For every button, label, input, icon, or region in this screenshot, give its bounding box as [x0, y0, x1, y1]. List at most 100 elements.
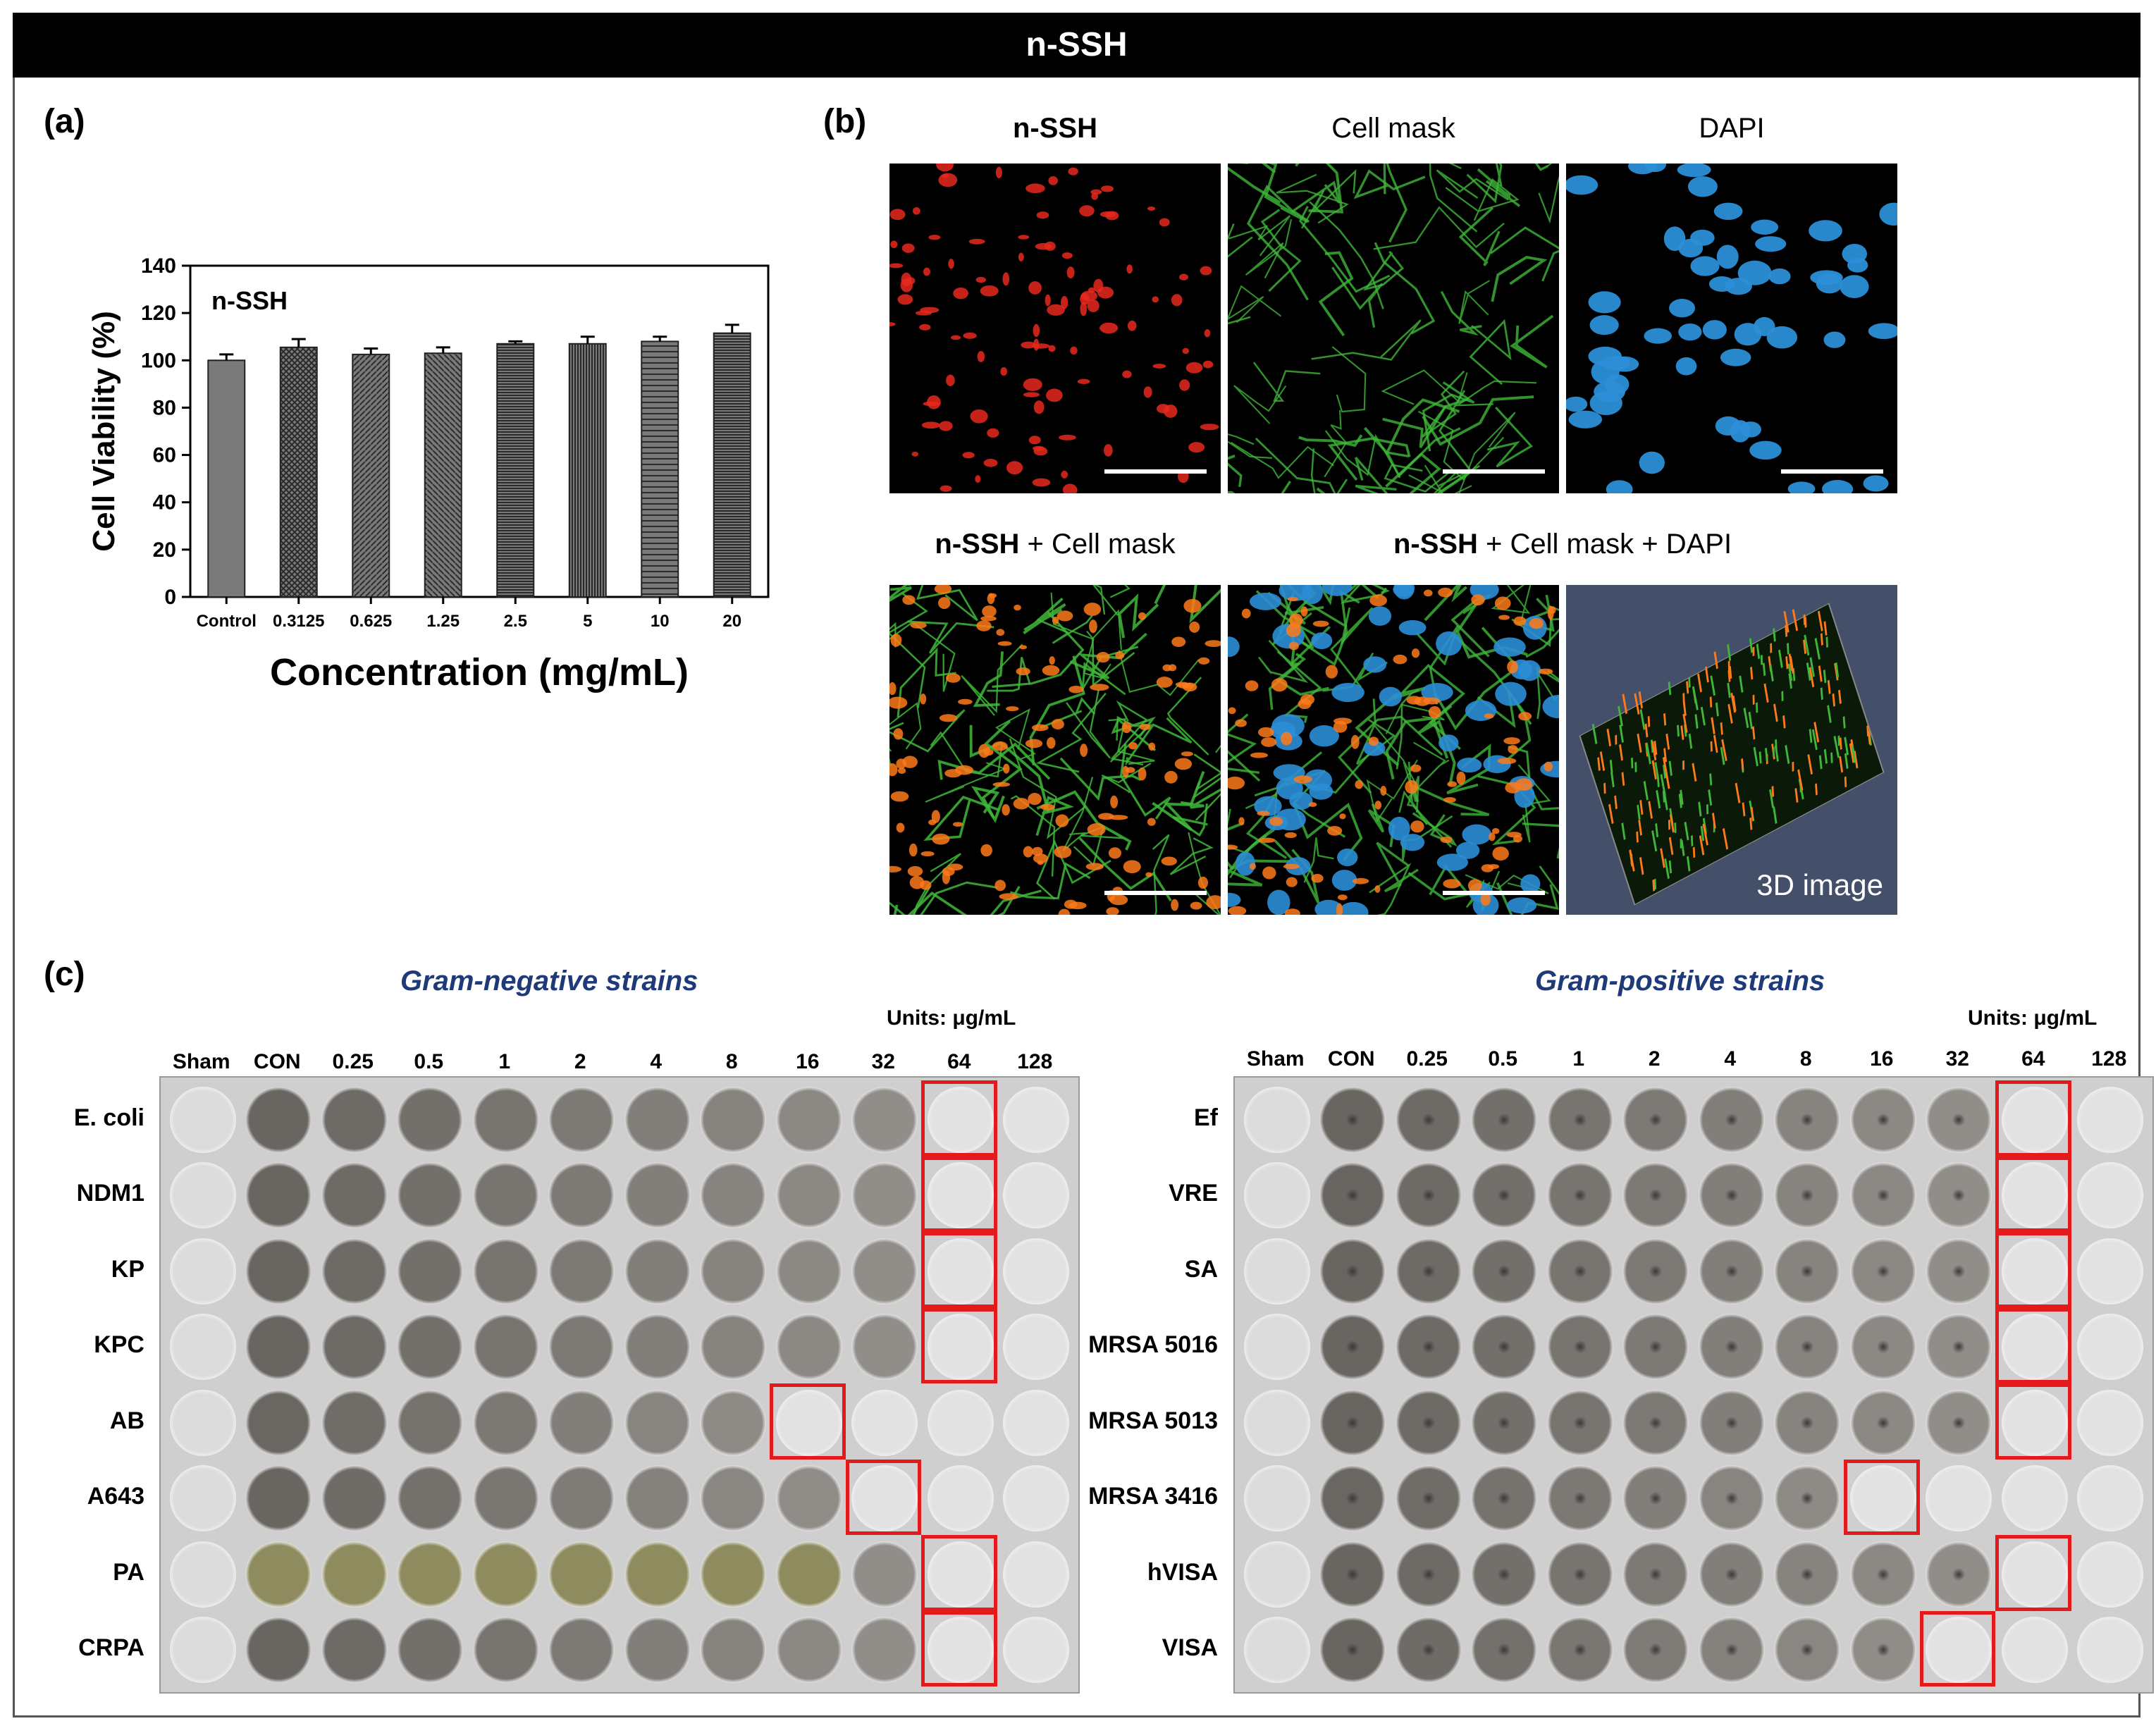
gram-positive-well — [1774, 1314, 1841, 1381]
gram-negative-well — [927, 1086, 994, 1153]
gram-positive-well — [1926, 1314, 1992, 1381]
gram-positive-well — [1471, 1238, 1538, 1305]
gram-negative-well — [472, 1465, 539, 1532]
gram-negative-well — [245, 1314, 312, 1381]
gram-positive-well — [1926, 1541, 1992, 1608]
gram-negative-well — [700, 1617, 767, 1684]
gram-negative-well — [548, 1314, 615, 1381]
panel-a-label: (a) — [44, 103, 85, 140]
bar-1.25 — [424, 352, 462, 598]
gram-positive-col-header: 64 — [2021, 1047, 2045, 1071]
gram-positive-well — [1395, 1541, 1462, 1608]
gram-negative-well — [927, 1238, 994, 1305]
gram-positive-well — [1243, 1465, 1310, 1532]
gram-negative-well — [397, 1086, 464, 1153]
gram-positive-well — [2001, 1541, 2068, 1608]
gram-negative-well — [927, 1465, 994, 1532]
gram-positive-mic-box — [1844, 1459, 1920, 1535]
gram-negative-well — [397, 1541, 464, 1608]
gram-positive-col-header: 128 — [2091, 1047, 2127, 1071]
micrograph-nssh — [889, 164, 1221, 493]
gram-positive-well — [1471, 1541, 1538, 1608]
x-tick-label: 0.3125 — [273, 612, 324, 631]
gram-negative-well — [169, 1086, 236, 1153]
gram-positive-well — [1395, 1238, 1462, 1305]
gram-negative-well — [624, 1162, 691, 1229]
gram-positive-mic-box — [1995, 1535, 2071, 1611]
gram-negative-col-header: 16 — [796, 1050, 820, 1073]
gram-positive-well — [2001, 1162, 2068, 1229]
gram-negative-well — [321, 1162, 388, 1229]
x-tick-label: 5 — [583, 612, 592, 631]
bar-0.625 — [352, 353, 390, 598]
gram-positive-well — [2001, 1314, 2068, 1381]
gram-negative-well — [927, 1541, 994, 1608]
gram-negative-well — [245, 1086, 312, 1153]
gram-negative-well — [775, 1389, 842, 1456]
gram-positive-well — [1698, 1162, 1765, 1229]
x-tick-label: 1.25 — [426, 612, 460, 631]
gram-positive-well — [1849, 1086, 1916, 1153]
gram-positive-col-header: 0.5 — [1488, 1047, 1518, 1071]
gram-negative-well — [1003, 1162, 1070, 1229]
gram-positive-title: Gram-positive strains — [1535, 966, 1825, 997]
gram-negative-well — [700, 1541, 767, 1608]
gram-positive-row-label: SA — [1184, 1255, 1218, 1283]
gram-positive-well — [1849, 1541, 1916, 1608]
gram-negative-well — [775, 1086, 842, 1153]
gram-negative-well — [169, 1541, 236, 1608]
gram-positive-well — [1471, 1314, 1538, 1381]
gram-negative-col-header: 64 — [947, 1050, 971, 1073]
x-tick-label: 0.625 — [350, 612, 392, 631]
gram-negative-well — [245, 1465, 312, 1532]
gram-negative-well — [548, 1238, 615, 1305]
gram-negative-well — [472, 1541, 539, 1608]
gram-positive-well — [1774, 1086, 1841, 1153]
gram-negative-well — [321, 1314, 388, 1381]
gram-negative-well — [397, 1465, 464, 1532]
gram-positive-well — [1395, 1162, 1462, 1229]
gram-negative-well — [775, 1314, 842, 1381]
gram-negative-well — [397, 1389, 464, 1456]
gram-negative-mic-box — [770, 1383, 846, 1460]
y-tick-label: 100 — [141, 349, 176, 372]
y-tick-label: 20 — [153, 538, 176, 562]
gram-negative-well — [245, 1238, 312, 1305]
gram-negative-well — [624, 1617, 691, 1684]
x-tick-label: Control — [197, 612, 257, 631]
gram-positive-well — [1622, 1086, 1689, 1153]
gram-positive-well — [2077, 1314, 2144, 1381]
gram-negative-well — [851, 1389, 918, 1456]
gram-positive-well — [2001, 1086, 2068, 1153]
gram-positive-well — [1243, 1541, 1310, 1608]
gram-negative-mic-box — [845, 1459, 921, 1535]
gram-positive-well — [1698, 1086, 1765, 1153]
gram-positive-well — [1243, 1617, 1310, 1684]
gram-positive-well — [1546, 1238, 1613, 1305]
gram-negative-well — [321, 1541, 388, 1608]
gram-negative-well — [851, 1314, 918, 1381]
gram-positive-well — [2077, 1541, 2144, 1608]
gram-positive-well — [1622, 1238, 1689, 1305]
gram-positive-col-header: 4 — [1724, 1047, 1737, 1071]
micrograph-dapi — [1566, 164, 1897, 493]
gram-negative-well — [775, 1162, 842, 1229]
gram-positive-well — [1698, 1314, 1765, 1381]
gram-positive-col-header: 8 — [1799, 1047, 1812, 1071]
gram-negative-well — [397, 1162, 464, 1229]
gram-positive-well — [1849, 1162, 1916, 1229]
gram-negative-well — [321, 1389, 388, 1456]
gram-negative-col-header: CON — [253, 1050, 301, 1073]
gram-negative-mic-box — [921, 1535, 997, 1611]
gram-positive-well — [1471, 1162, 1538, 1229]
gram-positive-well — [1319, 1086, 1386, 1153]
gram-positive-well — [1319, 1465, 1386, 1532]
gram-negative-well — [472, 1314, 539, 1381]
gram-positive-well — [1774, 1465, 1841, 1532]
gram-negative-row-label: E. coli — [73, 1104, 144, 1131]
x-axis-label: Concentration (mg/mL) — [270, 651, 689, 693]
gram-positive-well — [2001, 1465, 2068, 1532]
y-axis-label: Cell Viability (%) — [87, 311, 121, 552]
gram-positive-well — [1471, 1086, 1538, 1153]
gram-negative-well — [624, 1465, 691, 1532]
